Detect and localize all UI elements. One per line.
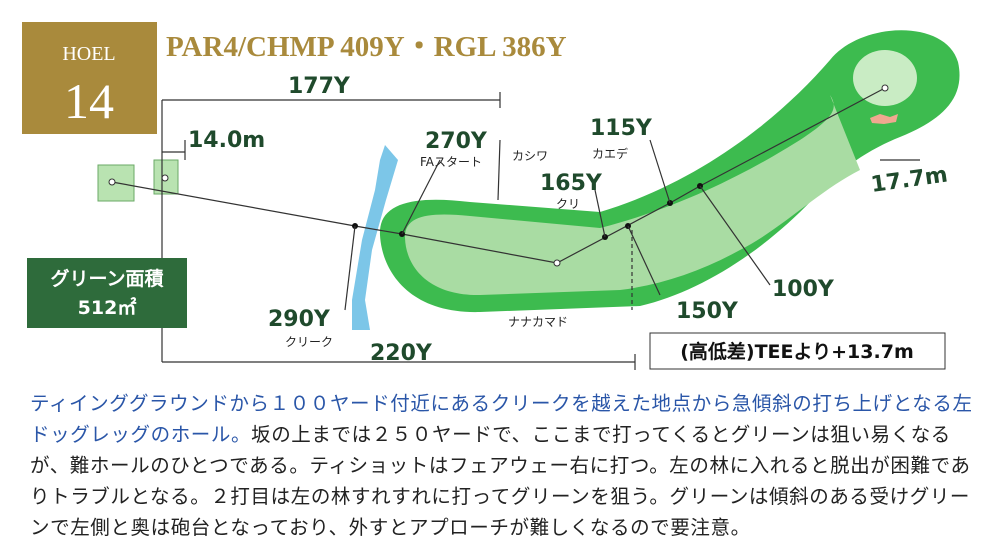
elevation: (高低差)TEEより+13.7m [680,340,914,363]
note-label: クリ [556,197,580,211]
creek [352,145,398,330]
hole-title: PAR4/CHMP 409Y・RGL 386Y [166,31,567,63]
description: ティインググラウンドから１００ヤード付近にあるクリークを越えた地点から急傾斜の打… [30,388,975,543]
fairway [404,95,860,296]
green-area-label: グリーン面積 [50,267,163,290]
green-area-value: 512㎡ [78,296,137,319]
distance-label: 115Y [590,116,653,141]
distance-label: 177Y [288,74,351,99]
hole-badge [22,22,157,134]
green-area-box [27,258,187,328]
distance-label: 14.0m [188,128,265,153]
distance-label: 17.7m [869,162,949,198]
distance-label: 290Y [268,307,331,332]
note-label: ナナカマド [508,315,568,329]
description-text: 坂の上までは２５０ヤードで、ここまで打ってくるとグリーンは狙い易くなるが、難ホー… [30,423,971,539]
distance-label: 165Y [540,171,603,196]
note-label: カシワ [512,149,548,163]
distance-label: 100Y [772,277,835,302]
description-highlight: ティインググラウンドから１００ヤード付近にあるクリークを越えた地点から急傾斜の打… [30,392,973,446]
distance-label: 150Y [676,299,739,324]
hole-diagram: HOEL 14 PAR4/CHMP 409Y・RGL 386Y 177Y 14.… [22,22,960,370]
note-label: FAスタート [420,155,482,169]
note-label: カエデ [592,146,628,161]
distance-label: 220Y [370,341,433,366]
note-label: クリーク [285,335,333,349]
bunker [870,114,898,124]
measure-lines [161,92,920,370]
green [853,50,917,106]
distance-label: 270Y [425,129,488,154]
elevation-box [649,332,946,370]
hole-number: 14 [64,73,114,129]
hole-label: HOEL [62,43,115,65]
